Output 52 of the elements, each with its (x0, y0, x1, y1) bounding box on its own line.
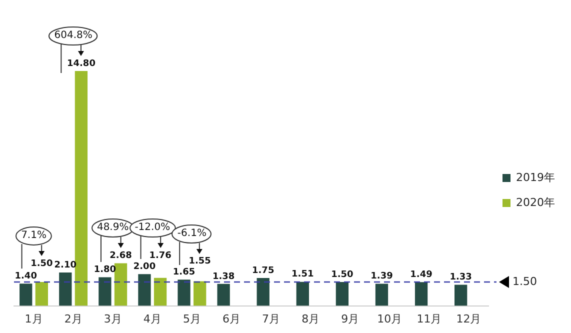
bar (74, 71, 88, 306)
data-label: 1.40 (14, 271, 37, 282)
bar (138, 274, 151, 306)
bar (98, 277, 112, 306)
bar (154, 278, 167, 306)
bar (414, 282, 428, 306)
bar (178, 280, 190, 306)
data-label: 1.51 (292, 270, 314, 280)
text: 604.8% (54, 30, 92, 42)
bar (194, 281, 206, 306)
bar (256, 278, 270, 306)
bar (217, 284, 230, 306)
bar (59, 272, 72, 306)
x-tick-label: 12月 (456, 312, 482, 326)
bar (375, 284, 388, 306)
x-tick-label: 8月 (302, 312, 320, 326)
x-tick-label: 2月 (64, 312, 82, 326)
legend-label: 2020年 (516, 196, 556, 209)
x-tick-label: 6月 (222, 312, 240, 326)
data-label: 1.50 (331, 270, 354, 280)
x-tick-label: 11月 (416, 312, 442, 326)
data-label: 2.00 (133, 262, 156, 272)
bar (296, 282, 309, 306)
x-tick-label: 10月 (377, 312, 402, 326)
data-label: 1.75 (252, 266, 274, 276)
x-tick-label: 4月 (143, 312, 162, 326)
data-label: 14.80 (66, 58, 96, 69)
annotation: 48.9% (96, 222, 129, 234)
bar (114, 263, 128, 306)
data-label: 1.76 (149, 250, 172, 261)
data-label: 1.50 (30, 258, 53, 269)
data-label: 1.39 (370, 272, 393, 282)
x-tick-label: 9月 (341, 312, 360, 326)
data-label: 1.55 (188, 256, 211, 266)
bar (35, 282, 48, 306)
data-label: 1.38 (212, 272, 235, 282)
x-tick-label: 3月 (104, 312, 122, 326)
bar (20, 284, 32, 306)
ref-line-label: 1.50 (512, 274, 538, 288)
data-label: 1.65 (172, 267, 196, 278)
x-tick-label: 7月 (262, 312, 280, 326)
x-tick-label: 5月 (182, 312, 201, 326)
annotation: 7.1% (21, 230, 46, 242)
legend-label: 2019年 (516, 170, 556, 184)
annotation: -6.1% (177, 228, 206, 240)
data-label: 1.33 (450, 272, 472, 283)
data-label: 1.49 (410, 270, 432, 280)
annotation: -12.0% (134, 222, 170, 234)
bar (454, 284, 468, 306)
data-label: 2.68 (110, 251, 132, 262)
x-tick-label: 1月 (24, 312, 43, 326)
bar (336, 282, 349, 306)
